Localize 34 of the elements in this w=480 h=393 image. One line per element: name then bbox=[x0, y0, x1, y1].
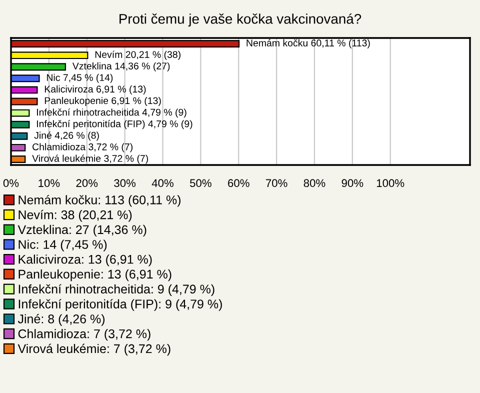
x-tick-label: 60% bbox=[228, 179, 250, 188]
legend-label: Chlamidioza: 7 (3,72 %) bbox=[18, 329, 150, 341]
data-label: Virová leukémie 3,72 % (7) bbox=[32, 154, 148, 164]
chart-title: Proti čemu je vaše kočka vakcinovaná? bbox=[120, 13, 362, 27]
x-tick-label: 40% bbox=[152, 179, 174, 188]
x-tick-label: 0% bbox=[3, 179, 19, 188]
legend-label: Virová leukémie: 7 (3,72 %) bbox=[18, 344, 170, 356]
legend-label: Nemám kočku: 113 (60,11 %) bbox=[18, 194, 180, 207]
legend-label: Nic: 14 (7,45 %) bbox=[18, 240, 107, 252]
x-tick-label: 50% bbox=[190, 179, 212, 188]
x-tick-label: 70% bbox=[266, 179, 288, 188]
legend-label: Panleukopenie: 13 (6,91 %) bbox=[18, 269, 172, 282]
data-label: Kaliciviroza 6,91 % (13) bbox=[44, 85, 146, 94]
data-label: Vzteklina 14,36 % (27) bbox=[72, 62, 170, 72]
legend-label: Nevím: 38 (20,21 %) bbox=[18, 210, 132, 222]
x-tick-label: 30% bbox=[114, 179, 136, 188]
legend-label: Jiné: 8 (4,26 %) bbox=[18, 314, 105, 326]
data-label: Panleukopenie 6,91 % (13) bbox=[44, 96, 161, 106]
x-tick-label: 20% bbox=[76, 179, 98, 188]
data-label: Nevím 20,21 % (38) bbox=[95, 50, 180, 60]
data-label: Jiné 4,26 % (8) bbox=[34, 132, 99, 141]
legend-label: Kaliciviroza: 13 (6,91 %) bbox=[18, 254, 152, 266]
legend-label: Infekční rhinotracheitida: 9 (4,79 %) bbox=[18, 284, 214, 296]
data-label: Infekční rhinotracheitida 4,79 % (9) bbox=[37, 108, 186, 118]
data-label: Chlamidioza 3,72 % (7) bbox=[32, 143, 132, 152]
x-tick-label: 100% bbox=[376, 179, 404, 188]
legend-label: Vzteklina: 27 (14,36 %) bbox=[18, 224, 146, 237]
x-tick-label: 90% bbox=[342, 179, 364, 188]
data-label: Nic 7,45 % (14) bbox=[47, 74, 113, 83]
x-tick-label: 10% bbox=[38, 179, 60, 188]
x-tick-label: 80% bbox=[304, 179, 326, 188]
data-label: Infekční peritonitída (FIP) 4,79 % (9) bbox=[37, 120, 192, 130]
legend-label: Infekční peritonitída (FIP): 9 (4,79 %) bbox=[18, 299, 222, 311]
data-label: Nemám kočku 60,11 % (113) bbox=[246, 39, 370, 48]
